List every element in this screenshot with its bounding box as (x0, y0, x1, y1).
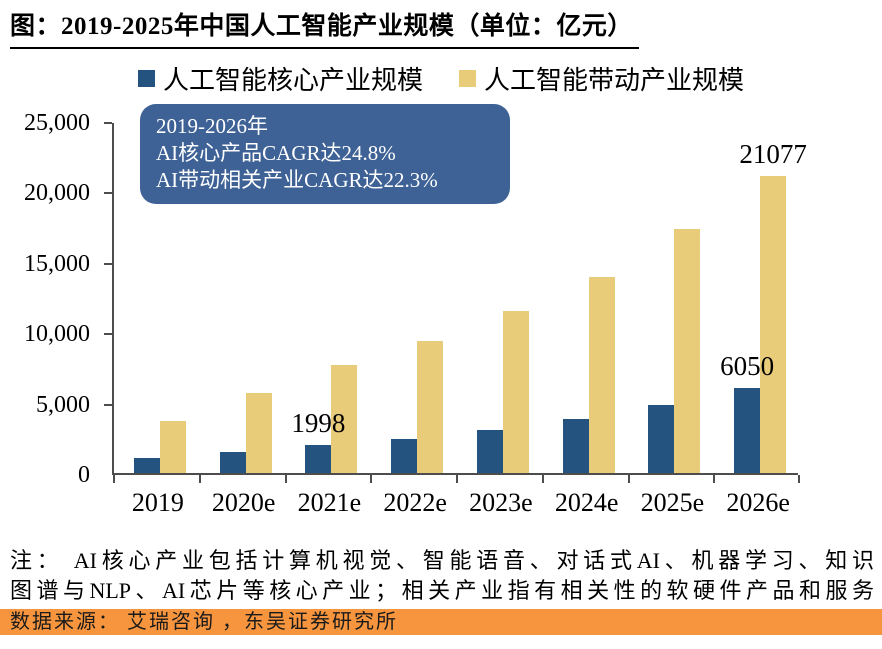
y-tick-mark (104, 192, 112, 195)
x-axis-label-2026e: 2026e (726, 488, 790, 517)
x-tick-mark (456, 475, 458, 483)
x-tick-mark (627, 475, 630, 483)
bar-driven-2020e (245, 393, 272, 473)
bar-driven-2026e (760, 176, 787, 473)
bar-driven-2021e (331, 365, 358, 473)
bar-group-2026e: 6050 21077 (714, 123, 807, 473)
x-axis-label-2019: 2019 (131, 488, 184, 517)
legend-swatch-core-icon (137, 70, 155, 87)
y-tick-mark (104, 333, 112, 336)
bar-driven-2024e (588, 276, 615, 473)
x-axis-label-2025e: 2025e (640, 488, 705, 517)
x-axis-label-2020e: 2020e (211, 488, 276, 517)
bar-group-2019 (114, 123, 200, 473)
y-tick-mark (104, 403, 112, 406)
legend-item-core: 人工智能核心产业规模 (137, 60, 423, 97)
chart-legend: 人工智能核心产业规模 人工智能带动产业规模 (0, 60, 882, 97)
bar-group-2024e (543, 123, 629, 473)
x-tick-mark (113, 475, 115, 483)
annotation-line-3: AI带动相关产业CAGR达22.3% (156, 168, 438, 192)
y-tick-label: 20,000 (24, 180, 90, 207)
data-source-text: 数据来源： 艾瑞咨询 ，东吴证券研究所 (10, 611, 398, 633)
legend-swatch-driven-icon (459, 70, 476, 87)
x-tick-mark (370, 475, 373, 483)
legend-label-driven: 人工智能带动产业规模 (484, 66, 745, 95)
bar-value-label: 21077 (739, 139, 807, 170)
bar-core-2024e (562, 419, 589, 473)
bar-core-2022e (391, 438, 418, 473)
y-tick-label: 0 (78, 462, 90, 488)
x-tick-mark (713, 475, 716, 483)
bar-value-label: 6050 (720, 350, 775, 381)
bar-core-2020e (219, 451, 246, 473)
data-source-band: 数据来源： 艾瑞咨询 ，东吴证券研究所 (0, 609, 882, 635)
x-axis-label-2022e: 2022e (383, 488, 447, 517)
bar-driven-2023e (502, 311, 529, 473)
y-tick-label: 10,000 (24, 321, 90, 348)
y-tick-label: 5,000 (36, 391, 90, 418)
bar-core-2019 (133, 457, 160, 473)
legend-label-core: 人工智能核心产业规模 (162, 66, 423, 95)
bar-core-2023e (476, 430, 503, 473)
bar-core-2026e (734, 387, 761, 473)
bar-group-2023e (457, 123, 543, 473)
y-tick-label: 25,000 (24, 110, 90, 136)
bar-core-2025e (648, 405, 675, 473)
x-axis-label-2021e: 2021e (297, 488, 362, 517)
footnote-line-2: 图谱与NLP、AI芯片等核心产业；相关产业指有相关性的软硬件产品和服务 (10, 578, 874, 603)
bar-group-2021e: 1998 (286, 123, 372, 473)
x-axis-label-2023e: 2023e (469, 488, 533, 517)
bar-core-2021e (305, 444, 332, 473)
footnote: 注： AI核心产业包括计算机视觉、智能语音、对话式AI、机器学习、知识 图谱与N… (10, 546, 874, 606)
x-tick-mark (198, 475, 201, 483)
figure-title: 图：2019-2025年中国人工智能产业规模（单位：亿元） (10, 6, 639, 49)
bar-driven-2022e (417, 340, 444, 473)
bar-group-2025e (629, 123, 715, 473)
y-tick-mark (104, 262, 112, 265)
bar-driven-2025e (674, 228, 701, 473)
x-tick-mark (284, 475, 287, 483)
y-tick-label: 15,000 (24, 250, 90, 277)
x-tick-mark (798, 475, 800, 483)
plot-area: 1998 6050 21077 (104, 122, 807, 483)
bar-group-2020e (200, 123, 286, 473)
bar-group-2022e (371, 123, 457, 473)
footnote-line-1: 注： AI核心产业包括计算机视觉、智能语音、对话式AI、机器学习、知识 (10, 548, 874, 573)
bar-driven-2019 (159, 420, 186, 473)
x-tick-mark (541, 475, 544, 483)
cagr-annotation-box: 2019-2026年 AI核心产品CAGR达24.8% AI带动相关产业CAGR… (140, 104, 510, 204)
legend-item-driven: 人工智能带动产业规模 (459, 60, 744, 97)
annotation-line-2: AI核心产品CAGR达24.8% (156, 141, 396, 165)
bar-value-label: 1998 (291, 407, 346, 438)
annotation-line-1: 2019-2026年 (156, 114, 268, 138)
y-tick-mark (104, 122, 112, 124)
x-axis-label-2024e: 2024e (554, 488, 619, 517)
